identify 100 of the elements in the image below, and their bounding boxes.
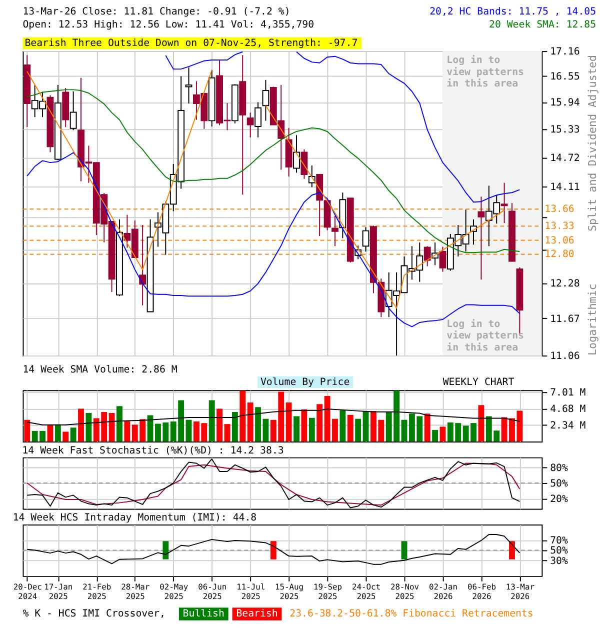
bar: [70, 428, 76, 442]
candlestick: [500, 182, 508, 224]
ref-line-label: 13.33: [544, 221, 574, 232]
candlestick: [478, 196, 485, 280]
bar: [240, 390, 246, 442]
bar: [478, 405, 484, 442]
x-tick-label: 11-Jul 2025: [236, 582, 266, 602]
bar: [401, 420, 408, 442]
chart-title: 14 Week SMA Volume: 2.86 M: [22, 364, 178, 376]
x-tick-label: 24-Oct 2025: [352, 582, 381, 602]
x-tick-label: 20-Dec 2024: [13, 582, 42, 602]
bar: [286, 402, 292, 442]
text: Logarithmic: [586, 284, 600, 356]
x-tick-label: 19-Sep 2025: [314, 582, 342, 602]
text: WEEKLY CHART: [442, 377, 514, 388]
y-tick-label: 50%: [550, 546, 568, 557]
candlestick: [246, 112, 254, 138]
candlestick: [439, 246, 446, 272]
bar: [308, 418, 315, 442]
bar: [216, 408, 223, 442]
candlestick: [254, 102, 262, 138]
y-axis-title: Split and Dividend Adjusted: [586, 55, 600, 232]
bar: [340, 410, 346, 442]
y-tick-label: 70%: [550, 535, 568, 546]
annotation: Log in to view patterns in this area: [446, 318, 524, 354]
bar: [208, 400, 215, 442]
ref-line-label: 13.06: [544, 235, 574, 246]
bar: [301, 409, 308, 442]
y-tick-label: 11.67: [550, 314, 580, 325]
y-tick-label: 15.33: [550, 124, 580, 136]
y-tick-label: 16.55: [550, 72, 580, 83]
y-tick-label: 11.06: [550, 350, 580, 362]
bar: [294, 416, 300, 442]
bar: [440, 426, 446, 442]
y-tick-label: 80%: [550, 463, 568, 474]
ref-line-label: 12.80: [544, 249, 574, 260]
bar: [316, 404, 323, 442]
y-tick-label: 15.94: [550, 98, 580, 109]
line-series: [26, 534, 520, 565]
x-tick-label: 28-Nov 2025: [390, 582, 420, 602]
candlestick: [424, 246, 431, 267]
y-tick-label: 50%: [550, 478, 568, 490]
bar: [424, 414, 430, 442]
x-tick-label: 13-Mar 2026: [506, 582, 535, 602]
bar: [362, 411, 369, 442]
x-tick-label: 15-Aug 2025: [275, 582, 304, 602]
y-tick-label: 17.16: [550, 46, 580, 58]
y-tick-label: 2.34 M: [550, 420, 586, 432]
bar: [24, 420, 30, 442]
chart-title: 14 Week HCS Intraday Momentum (IMI): 44.8: [12, 512, 257, 524]
chart-subtitle: Open: 12.53 High: 12.56 Low: 11.41 Vol: 4,355,790: [22, 19, 314, 30]
text: 20,2 HC Bands: 11.75 , 14.05: [430, 6, 596, 18]
text: Volume By Price: [260, 377, 350, 388]
y-tick-label: 7.01 M: [550, 387, 586, 398]
text: Bullish: [182, 608, 224, 620]
bar: [224, 424, 230, 442]
candlestick: [70, 90, 77, 131]
y-tick-label: 14.11: [550, 182, 580, 194]
line-series: [26, 152, 520, 328]
candlestick: [300, 148, 308, 180]
bar: [247, 402, 254, 442]
x-tick-label: 17-Jan 2025: [44, 582, 73, 602]
y-tick-label: 30%: [550, 556, 568, 567]
y-tick-label: 12.28: [550, 278, 580, 290]
bar: [255, 407, 261, 442]
bar: [186, 420, 192, 442]
bar: [147, 415, 154, 442]
x-tick-label: 06-Jun 2025: [198, 582, 227, 602]
bar: [62, 432, 69, 442]
candlestick: [262, 79, 270, 122]
chart-title: 14 Week Fast Stochastic (%K)(%D) : 14.2 38.3: [22, 445, 284, 456]
bar: [355, 418, 362, 442]
candlestick: [362, 226, 370, 252]
ref-line-label: 13.66: [544, 204, 574, 216]
text: % K - HCS IMI Crossover,: [22, 608, 166, 620]
y-tick-label: 20%: [550, 494, 568, 505]
candlestick: [332, 215, 338, 247]
x-tick-label: 06-Feb 2026: [467, 582, 496, 602]
candlestick: [293, 134, 300, 174]
bar: [347, 414, 354, 442]
x-tick-label: 02-Jan 2026: [428, 582, 458, 602]
x-tick-label: 28-Mar 2025: [121, 582, 150, 602]
x-tick-label: 21-Feb 2025: [82, 582, 112, 602]
y-tick-label: 4.68 M: [550, 404, 586, 415]
bar: [78, 408, 84, 442]
bar: [47, 424, 54, 442]
line-series: [26, 408, 520, 426]
text: Bearish: [236, 608, 278, 620]
annotation: Log in to view patterns in this area: [446, 54, 524, 90]
text: 20 Week SMA: 12.85: [489, 19, 596, 30]
bar: [262, 418, 269, 442]
bar: [232, 412, 238, 442]
bar: [116, 406, 122, 442]
bar: [432, 430, 438, 442]
bar: [86, 412, 92, 442]
x-tick-label: 02-May 2025: [160, 582, 188, 602]
text: 23.6-38.2-50-61.8% Fibonacci Retracements: [290, 608, 534, 620]
bar: [108, 412, 115, 442]
candlestick: [139, 224, 146, 306]
bar: [54, 424, 61, 442]
